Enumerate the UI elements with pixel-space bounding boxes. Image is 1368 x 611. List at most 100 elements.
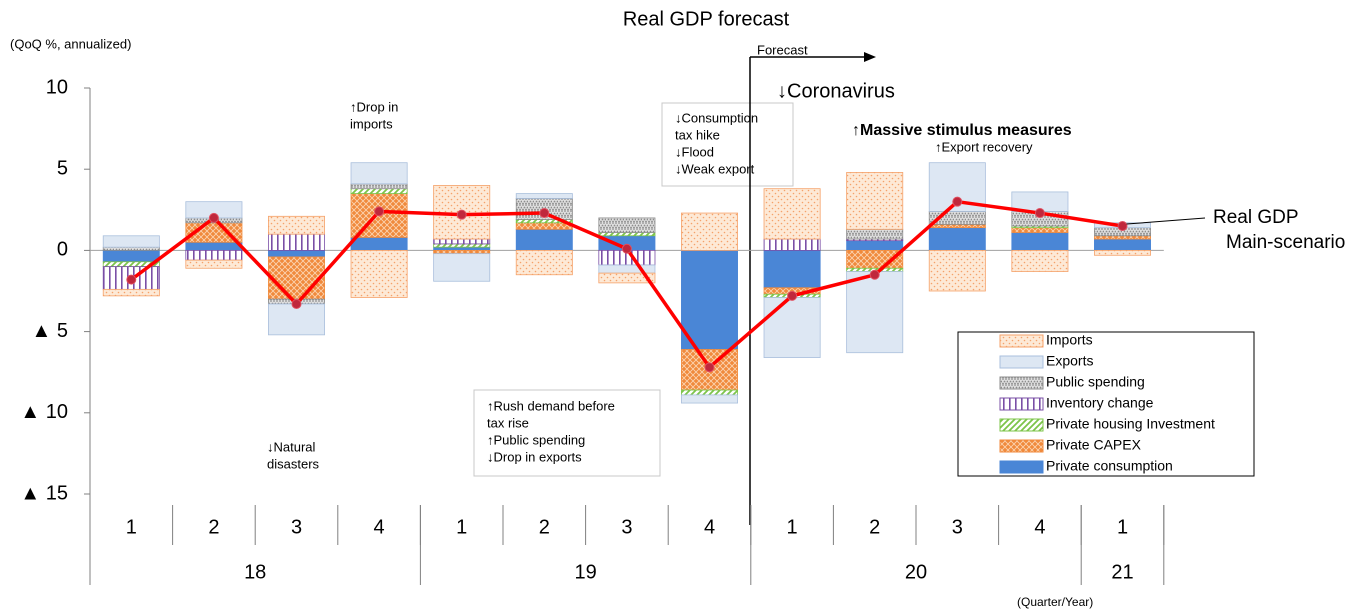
bar-segment bbox=[433, 246, 491, 251]
bar-segment bbox=[102, 288, 160, 297]
bar-segment bbox=[268, 233, 325, 251]
y-tick-label: 10 bbox=[46, 76, 68, 98]
x-tick-label: 2 bbox=[208, 516, 219, 538]
bar-segment bbox=[515, 193, 573, 199]
x-axis-label: (Quarter/Year) bbox=[1017, 595, 1093, 609]
bar-segment bbox=[350, 237, 408, 251]
legend-label: Exports bbox=[1046, 353, 1093, 369]
x-tick-label: 3 bbox=[291, 516, 302, 538]
annotation: ↓Coronavirus bbox=[777, 80, 895, 102]
bar-segment bbox=[763, 238, 821, 251]
annotation: imports bbox=[350, 116, 393, 131]
bar-segment bbox=[598, 272, 656, 284]
y-tick-label: ▲ 15 bbox=[20, 482, 68, 504]
annotation: ↑Public spending bbox=[487, 432, 585, 447]
bar-segment bbox=[350, 188, 408, 194]
line-marker bbox=[456, 209, 467, 220]
legend-swatch bbox=[999, 376, 1044, 390]
annotation: tax hike bbox=[675, 127, 720, 142]
line-marker bbox=[208, 212, 219, 223]
bar-segment bbox=[268, 249, 325, 258]
bar-segment bbox=[433, 243, 491, 248]
bar-segment bbox=[846, 172, 904, 230]
line-marker bbox=[126, 274, 137, 285]
bar-segment bbox=[350, 183, 408, 190]
x-group-label: 19 bbox=[574, 561, 596, 583]
bar-segment bbox=[598, 232, 656, 237]
bar-segment bbox=[1094, 238, 1151, 251]
bar-segment bbox=[433, 238, 491, 245]
x-tick-label: 1 bbox=[787, 516, 798, 538]
x-tick-label: 2 bbox=[869, 516, 880, 538]
y-tick-label: 5 bbox=[57, 157, 68, 179]
forecast-arrowhead bbox=[864, 52, 876, 62]
legend-swatch bbox=[999, 334, 1044, 348]
x-tick-label: 3 bbox=[621, 516, 632, 538]
legend-label: Private housing Investment bbox=[1046, 416, 1215, 432]
x-tick-label: 2 bbox=[539, 516, 550, 538]
bar-segment bbox=[846, 271, 904, 354]
legend-label: Private CAPEX bbox=[1046, 437, 1142, 453]
bar-segment bbox=[763, 249, 821, 289]
bar-segment bbox=[185, 249, 243, 261]
line-marker bbox=[1034, 208, 1045, 219]
bar-segment bbox=[846, 240, 904, 251]
legend-swatch bbox=[999, 418, 1044, 432]
legend-swatch bbox=[999, 439, 1044, 453]
annotation: ↓Weak export bbox=[675, 161, 755, 176]
annotation: ↓Natural bbox=[267, 439, 316, 454]
x-tick-label: 1 bbox=[1117, 516, 1128, 538]
line-marker bbox=[539, 208, 550, 219]
y-axis-label: (QoQ %, annualized) bbox=[10, 36, 131, 51]
bar-segment bbox=[1094, 235, 1151, 240]
line-marker bbox=[291, 298, 302, 309]
bar-segment bbox=[433, 253, 491, 282]
line-label: Real GDP bbox=[1213, 207, 1299, 228]
annotation: ↓Drop in exports bbox=[487, 449, 582, 464]
bar-segment bbox=[102, 246, 160, 251]
bar-segment bbox=[433, 249, 491, 255]
bar-segment bbox=[928, 227, 986, 251]
line-marker bbox=[787, 290, 798, 301]
bar-segment bbox=[1011, 232, 1069, 251]
annotation: disasters bbox=[267, 456, 320, 471]
line-marker bbox=[952, 196, 963, 207]
line-marker bbox=[1117, 221, 1128, 232]
legend-swatch bbox=[999, 355, 1044, 369]
line-marker bbox=[374, 206, 385, 217]
bar-segment bbox=[1011, 227, 1069, 233]
bar-segment bbox=[928, 249, 986, 292]
bar-segment bbox=[763, 297, 821, 358]
bar-segment bbox=[268, 256, 325, 300]
annotation: ↑Drop in bbox=[350, 99, 398, 114]
bar-segment bbox=[1011, 249, 1069, 272]
annotation-box bbox=[473, 389, 661, 477]
bar-segment bbox=[102, 235, 160, 248]
label-leader bbox=[1126, 217, 1206, 225]
line-label: Main-scenario bbox=[1226, 232, 1345, 253]
bar-segment bbox=[681, 212, 738, 251]
legend-swatch bbox=[999, 397, 1044, 411]
bar-segment bbox=[681, 249, 738, 350]
x-group-label: 20 bbox=[905, 561, 927, 583]
bar-segment bbox=[515, 249, 573, 276]
x-tick-label: 4 bbox=[704, 516, 715, 538]
bar-segment bbox=[268, 215, 325, 235]
y-tick-label: 0 bbox=[57, 239, 68, 261]
annotation: ↓Flood bbox=[675, 144, 714, 159]
bar-segment bbox=[598, 264, 656, 274]
x-tick-label: 3 bbox=[952, 516, 963, 538]
annotation-box bbox=[661, 102, 794, 187]
bar-segment bbox=[928, 224, 986, 229]
x-tick-label: 4 bbox=[374, 516, 385, 538]
line-marker bbox=[704, 362, 715, 373]
line-marker bbox=[869, 269, 880, 280]
line-marker bbox=[621, 243, 632, 254]
annotation: ↓Consumption bbox=[675, 110, 758, 125]
annotation: ↑Export recovery bbox=[935, 139, 1033, 154]
bar-segment bbox=[515, 222, 573, 230]
annotation: Forecast bbox=[757, 42, 808, 57]
bar-segment bbox=[515, 228, 573, 251]
x-group-label: 21 bbox=[1111, 561, 1133, 583]
